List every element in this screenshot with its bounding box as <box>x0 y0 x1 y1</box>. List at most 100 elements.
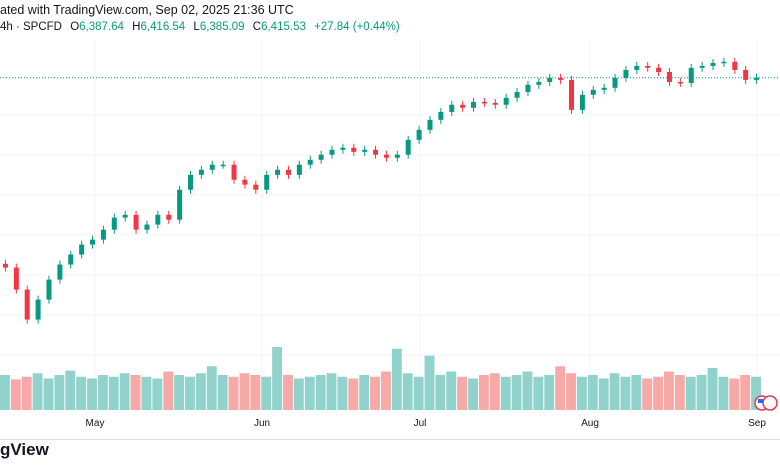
volume-bar <box>272 347 283 410</box>
candle-body <box>111 217 117 230</box>
candle-body <box>198 169 204 175</box>
candle-body <box>743 69 749 80</box>
volume-bar <box>359 375 370 410</box>
candle-body <box>634 65 640 70</box>
volume-bar <box>631 375 642 410</box>
volume-bar <box>195 373 206 410</box>
candle-body <box>666 71 672 82</box>
candle-body <box>68 254 74 265</box>
candle-body <box>100 229 106 240</box>
volume-bar <box>304 376 315 410</box>
open-number: 6,387.64 <box>79 21 124 33</box>
volume-bar <box>685 376 696 410</box>
time-axis[interactable]: May Jun Jul Aug Sep <box>0 410 780 440</box>
candle-body <box>645 65 651 68</box>
volume-bar <box>21 376 32 410</box>
volume-bar <box>544 375 555 410</box>
candle-body <box>318 154 324 160</box>
candle-body <box>710 62 716 66</box>
volume-bar <box>0 375 10 410</box>
candle-body <box>133 214 139 230</box>
volume-bar <box>522 371 533 410</box>
candle-body <box>503 97 509 105</box>
volume-bar <box>740 375 751 410</box>
volume-bar <box>642 378 653 410</box>
candle-body <box>231 164 237 180</box>
volume-bar <box>108 376 119 410</box>
candle-body <box>536 81 542 85</box>
candle-body <box>79 244 85 255</box>
volume-bar <box>391 348 402 410</box>
candle-body <box>732 61 738 70</box>
candle-body <box>264 174 270 190</box>
candle-body <box>569 79 574 110</box>
volume-bar <box>718 376 729 410</box>
low-value: L6,385.09 <box>193 21 244 33</box>
close-number: 6,415.53 <box>261 21 306 33</box>
volume-bar <box>381 371 391 410</box>
volume-bar <box>446 371 457 410</box>
candle-body <box>547 77 553 82</box>
volume-bar <box>620 376 631 410</box>
volume-bar <box>653 376 664 410</box>
volume-bar <box>54 375 65 410</box>
volume-bar <box>315 375 326 410</box>
candle-body <box>416 129 422 140</box>
time-label: May <box>85 418 105 429</box>
volume-bar <box>239 373 250 410</box>
candle-body <box>373 149 379 155</box>
candle-body <box>721 61 727 64</box>
volume-bar <box>413 376 424 410</box>
volume-bar <box>174 375 185 410</box>
volume-bar <box>609 373 620 410</box>
us-flag-icon <box>754 395 780 411</box>
volume-bar <box>119 373 130 410</box>
candle-body <box>427 119 433 130</box>
candle-body <box>351 147 357 152</box>
candle-body <box>525 84 531 92</box>
candle-body <box>362 149 368 152</box>
volume-bar <box>424 355 435 410</box>
volume-bar <box>152 378 163 410</box>
volume-bar <box>348 378 359 410</box>
volume-bar <box>576 376 587 410</box>
candle-body <box>296 164 302 175</box>
candle-body <box>90 239 96 245</box>
volume-bar <box>457 376 468 410</box>
low-number: 6,385.09 <box>199 21 245 33</box>
candle-body <box>471 101 477 108</box>
candle-body <box>612 77 618 88</box>
volume-bar <box>163 371 174 410</box>
volume-bar <box>43 378 54 410</box>
candle-body <box>623 69 629 78</box>
volume-bar <box>250 375 261 410</box>
volume-bar <box>97 375 108 410</box>
candle-body <box>220 164 226 167</box>
candle-body <box>449 104 455 112</box>
time-label: Sep <box>748 418 766 429</box>
candle-body <box>656 67 662 72</box>
candle-body <box>579 94 585 110</box>
candle-body <box>122 214 128 218</box>
candle-body <box>155 214 161 225</box>
candle-body <box>438 111 444 120</box>
volume-bar <box>664 371 674 410</box>
volume-bar <box>598 378 609 410</box>
candle-body <box>285 169 291 175</box>
volume-bar <box>32 373 43 410</box>
volume-bar <box>370 376 380 410</box>
low-label: L <box>193 21 200 33</box>
price-chart[interactable] <box>0 0 780 410</box>
volume-bar <box>217 375 228 410</box>
candle-body <box>253 184 259 190</box>
volume-bar <box>206 366 217 410</box>
time-label: Aug <box>581 418 599 429</box>
volume-bar <box>130 375 141 410</box>
candle-body <box>590 89 596 95</box>
candle-body <box>209 164 215 170</box>
volume-bar <box>261 376 272 410</box>
candle-body <box>481 101 487 104</box>
volume-bar <box>402 373 413 410</box>
candle-body <box>754 77 760 80</box>
candle-body <box>558 77 564 80</box>
